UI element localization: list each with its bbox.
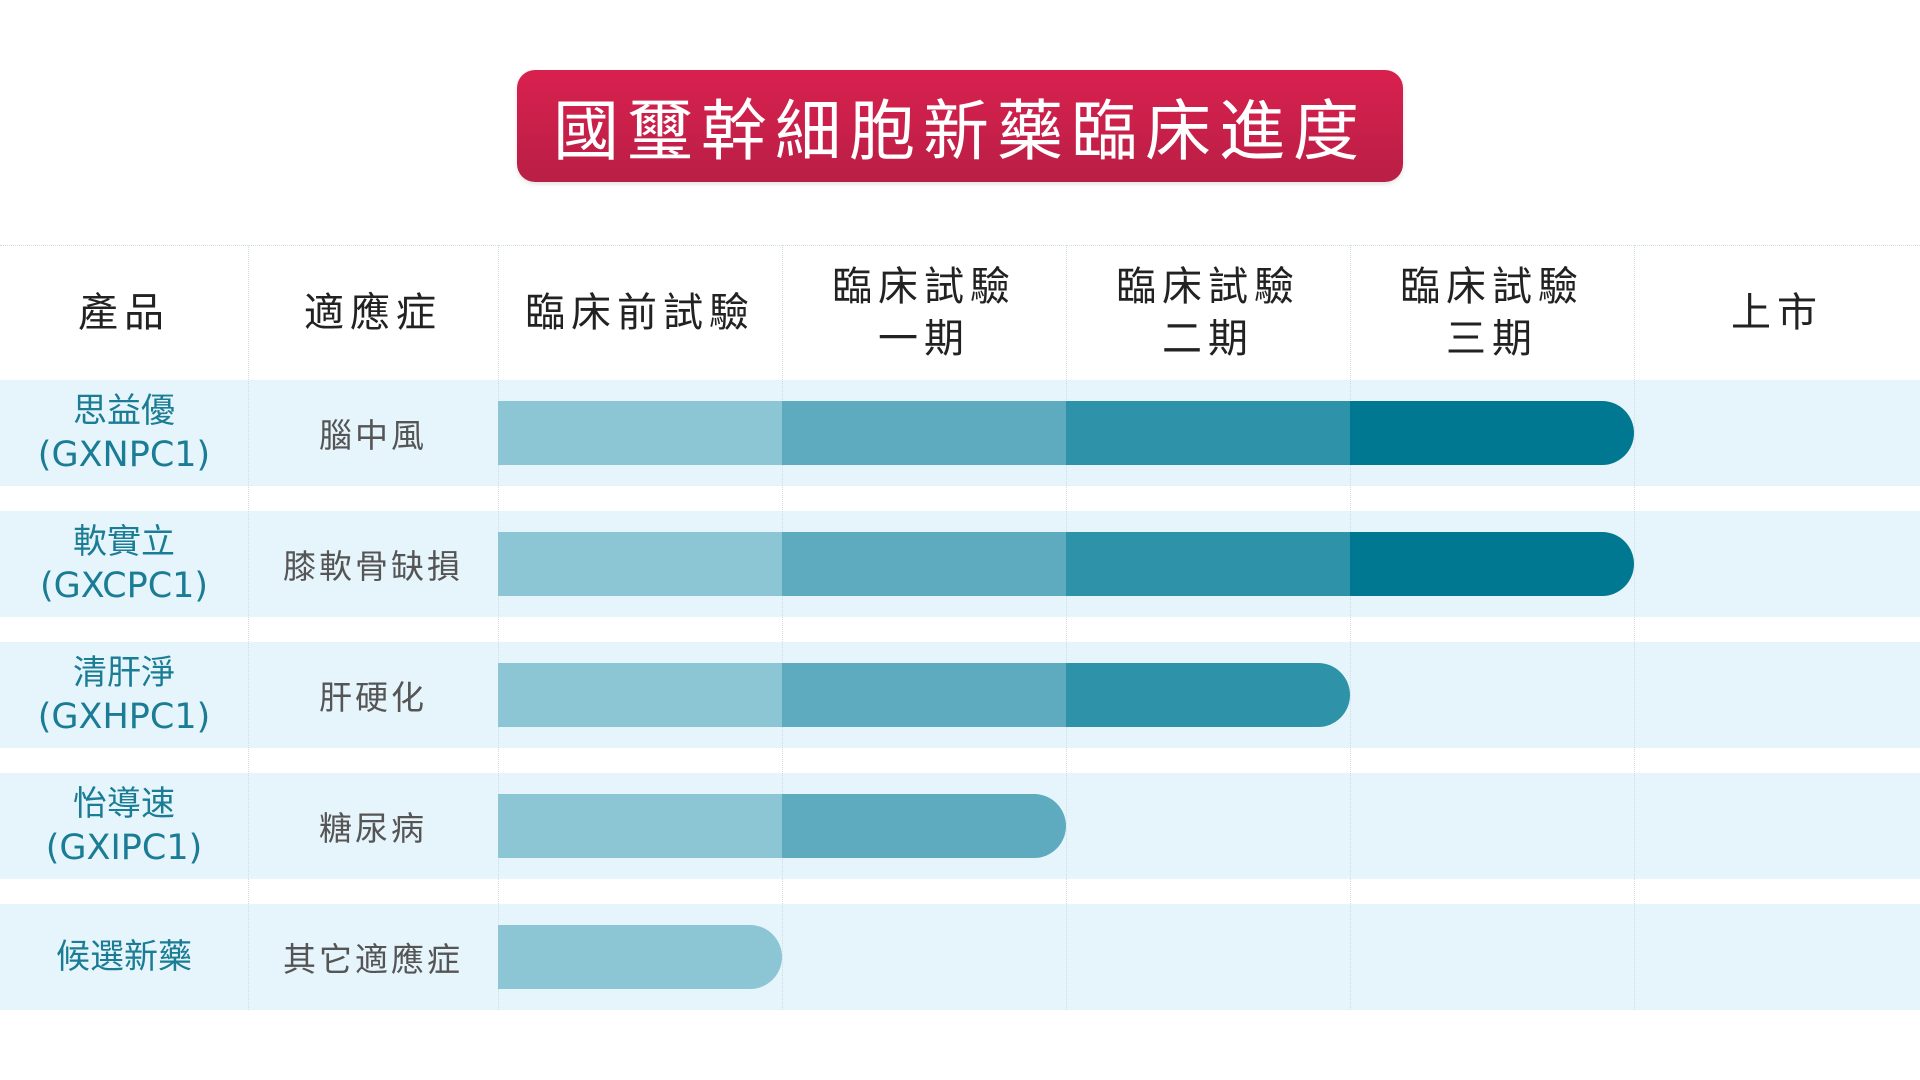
bar-segment-stage-4 — [1350, 532, 1634, 596]
bar-segment-stage-3 — [1066, 401, 1350, 465]
bar-segment-stage-1 — [498, 925, 782, 989]
header-stage-4: 臨床試驗 三期 — [1350, 245, 1634, 380]
progress-bar — [0, 663, 1920, 727]
bar-segment-stage-1 — [498, 663, 782, 727]
bar-segment-stage-2 — [782, 532, 1066, 596]
header-stage-1: 臨床前試驗 — [498, 245, 782, 380]
header-product: 產品 — [0, 245, 248, 380]
header-stage-3-line2: 二期 — [1162, 313, 1254, 365]
header-indication: 適應症 — [248, 245, 498, 380]
bar-segment-stage-1 — [498, 794, 782, 858]
header-stage-4-line1: 臨床試驗 — [1400, 261, 1584, 313]
header-stage-2-line2: 一期 — [878, 313, 970, 365]
header-stage-5: 上市 — [1634, 245, 1920, 380]
header-product-line1: 產品 — [78, 287, 170, 339]
header-stage-5-line1: 上市 — [1731, 287, 1823, 339]
progress-bar — [0, 794, 1920, 858]
bar-segment-stage-2 — [782, 663, 1066, 727]
chart-title: 國璽幹細胞新藥臨床進度 — [517, 70, 1403, 182]
bar-segment-stage-2 — [782, 794, 1066, 858]
bar-segment-stage-3 — [1066, 663, 1350, 727]
bar-segment-stage-4 — [1350, 401, 1634, 465]
progress-bar — [0, 925, 1920, 989]
header-stage-4-line2: 三期 — [1446, 313, 1538, 365]
header-stage-2-line1: 臨床試驗 — [832, 261, 1016, 313]
header-indication-line1: 適應症 — [304, 287, 442, 339]
progress-bar — [0, 532, 1920, 596]
header-stage-3: 臨床試驗 二期 — [1066, 245, 1350, 380]
progress-bar — [0, 401, 1920, 465]
bar-segment-stage-2 — [782, 401, 1066, 465]
header-stage-3-line1: 臨床試驗 — [1116, 261, 1300, 313]
bar-segment-stage-1 — [498, 401, 782, 465]
header-stage-1-line1: 臨床前試驗 — [525, 287, 755, 339]
bar-segment-stage-1 — [498, 532, 782, 596]
bar-segment-stage-3 — [1066, 532, 1350, 596]
header-stage-2: 臨床試驗 一期 — [782, 245, 1066, 380]
